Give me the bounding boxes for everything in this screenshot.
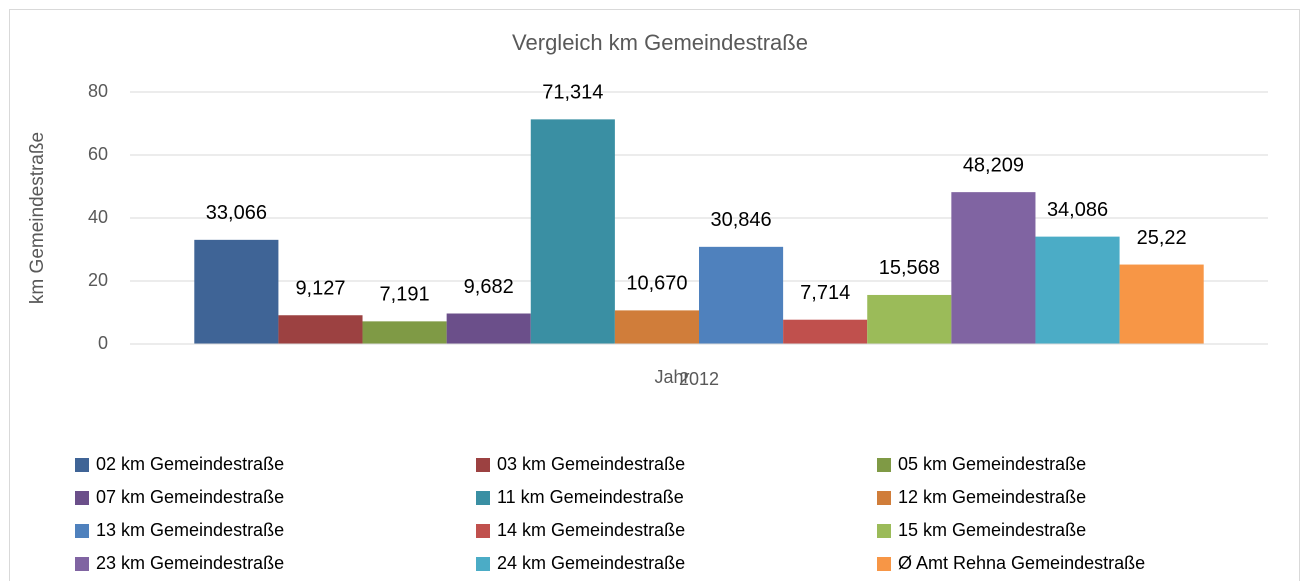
y-tick-label: 60 bbox=[88, 144, 108, 164]
bar bbox=[1119, 264, 1204, 344]
bar bbox=[614, 310, 699, 344]
legend-label: 13 km Gemeindestraße bbox=[96, 520, 284, 540]
legend-swatch bbox=[476, 557, 490, 571]
data-label: 34,086 bbox=[1047, 199, 1108, 221]
bar bbox=[362, 321, 447, 344]
bar bbox=[699, 246, 784, 344]
legend-swatch bbox=[877, 524, 891, 538]
data-label: 7,714 bbox=[800, 282, 850, 304]
data-label: 48,209 bbox=[963, 154, 1024, 176]
data-label: 10,670 bbox=[626, 273, 687, 295]
legend-swatch bbox=[877, 557, 891, 571]
legend-swatch bbox=[75, 491, 89, 505]
y-tick-label: 20 bbox=[88, 270, 108, 290]
legend-label: Ø Amt Rehna Gemeindestraße bbox=[898, 553, 1145, 573]
legend-label: 24 km Gemeindestraße bbox=[497, 553, 685, 573]
data-label: 9,127 bbox=[295, 278, 345, 300]
chart-title: Vergleich km Gemeindestraße bbox=[512, 30, 808, 55]
legend-label: 02 km Gemeindestraße bbox=[96, 454, 284, 474]
legend-label: 23 km Gemeindestraße bbox=[96, 553, 284, 573]
legend-swatch bbox=[877, 491, 891, 505]
data-label: 33,066 bbox=[206, 202, 267, 224]
legend-swatch bbox=[476, 524, 490, 538]
y-tick-label: 80 bbox=[88, 81, 108, 101]
bar bbox=[278, 315, 363, 344]
bar bbox=[530, 119, 615, 344]
y-tick-label: 40 bbox=[88, 207, 108, 227]
bar bbox=[446, 313, 531, 344]
legend-label: 14 km Gemeindestraße bbox=[497, 520, 685, 540]
legend-swatch bbox=[877, 458, 891, 472]
legend-swatch bbox=[476, 491, 490, 505]
legend-swatch bbox=[476, 458, 490, 472]
legend-label: 07 km Gemeindestraße bbox=[96, 487, 284, 507]
legend-swatch bbox=[75, 458, 89, 472]
bar bbox=[1035, 236, 1120, 344]
data-label: 15,568 bbox=[879, 257, 940, 279]
x-tick-label: 2012 bbox=[679, 369, 719, 389]
data-label: 25,22 bbox=[1137, 227, 1187, 249]
data-label: 30,846 bbox=[710, 209, 771, 231]
legend-label: 11 km Gemeindestraße bbox=[497, 487, 684, 507]
y-axis-label: km Gemeindestraße bbox=[27, 132, 48, 304]
legend-swatch bbox=[75, 524, 89, 538]
bar bbox=[951, 192, 1036, 344]
data-label: 71,314 bbox=[542, 82, 603, 104]
bar bbox=[867, 294, 952, 344]
data-label: 9,682 bbox=[464, 276, 514, 298]
x-axis-label: Jahr bbox=[654, 367, 689, 387]
bar bbox=[194, 239, 279, 344]
legend-label: 12 km Gemeindestraße bbox=[898, 487, 1086, 507]
bar bbox=[783, 319, 868, 344]
y-tick-label: 0 bbox=[98, 333, 108, 353]
legend-label: 15 km Gemeindestraße bbox=[898, 520, 1086, 540]
legend-swatch bbox=[75, 557, 89, 571]
legend-label: 03 km Gemeindestraße bbox=[497, 454, 685, 474]
data-label: 7,191 bbox=[380, 284, 430, 306]
legend-label: 05 km Gemeindestraße bbox=[898, 454, 1086, 474]
